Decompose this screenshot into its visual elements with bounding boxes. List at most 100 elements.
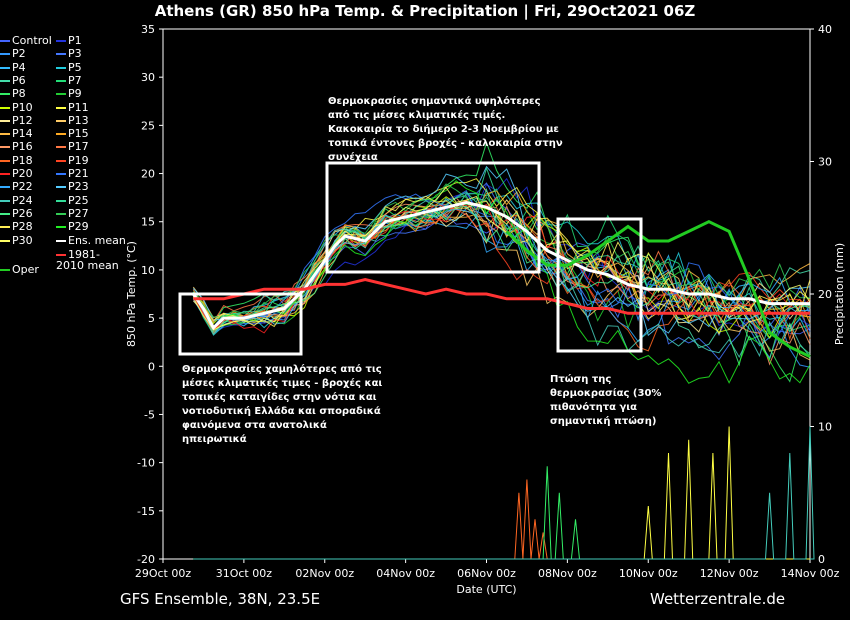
legend-swatch <box>56 173 66 175</box>
legend-item: P20 <box>0 167 33 180</box>
y-axis-label: 850 hPa Temp. (°C) <box>125 241 138 347</box>
highlight-box-2 <box>556 217 643 353</box>
annotation-line: Θερμοκρασίες σημαντικά υψηλότερες <box>328 96 541 107</box>
legend-swatch <box>56 239 66 242</box>
x-axis-label: Date (UTC) <box>456 583 516 596</box>
legend-label: P23 <box>68 180 89 194</box>
y-tick-label: 30 <box>141 71 155 84</box>
legend-swatch <box>56 119 66 122</box>
y2-axis-label: Precipitation (mm) <box>833 243 846 345</box>
legend-label: P17 <box>68 140 89 154</box>
annotation-top: Θερμοκρασίες σημαντικά υψηλότερες από τις… <box>328 95 563 165</box>
legend-label: P27 <box>68 206 89 220</box>
legend-label: P4 <box>12 60 26 74</box>
source-label: Wetterzentrale.de <box>650 590 786 608</box>
legend-item: P5 <box>56 61 82 74</box>
legend-swatch <box>0 199 10 202</box>
annotation-line: Πτώση της <box>550 374 612 385</box>
legend-swatch <box>56 186 66 189</box>
annotation-line: τοπικές καταιγίδες στην νότια και <box>182 392 377 403</box>
legend-label: P25 <box>68 193 89 207</box>
legend-label: P5 <box>68 60 82 74</box>
legend-item: Oper <box>0 263 39 276</box>
legend-label: P14 <box>12 127 33 141</box>
annotation-bottom-left: Θερμοκρασίες χαμηλότερες από τις μέσες κλ… <box>182 363 382 447</box>
legend-item: P3 <box>56 47 82 60</box>
legend-label: P3 <box>68 47 82 61</box>
legend-item: P21 <box>56 167 89 180</box>
legend-swatch <box>56 226 66 229</box>
legend-item: P16 <box>0 140 33 153</box>
x-tick-label: 10Nov 00z <box>619 567 678 580</box>
x-tick-label: 02Nov 00z <box>295 567 354 580</box>
legend-item: P23 <box>56 180 89 193</box>
member-line-p30 <box>192 186 811 331</box>
legend-label: P22 <box>12 180 33 194</box>
y-tick-label: 20 <box>141 168 155 181</box>
x-tick-label: 08Nov 00z <box>538 567 597 580</box>
legend-swatch <box>56 106 66 109</box>
y-tick-label: 15 <box>141 216 155 229</box>
legend-item: P30 <box>0 234 33 247</box>
legend-item: Control <box>0 34 52 47</box>
legend-label: Control <box>12 34 52 47</box>
legend-swatch <box>0 93 10 96</box>
legend-label: P16 <box>12 140 33 154</box>
legend-item: P22 <box>0 180 33 193</box>
legend-item: P6 <box>0 74 26 87</box>
legend-label: P13 <box>68 113 89 127</box>
legend-item: P9 <box>56 87 82 100</box>
legend-label: P15 <box>68 127 89 141</box>
y2-tick-label: 40 <box>818 23 832 36</box>
annotation-line: Θερμοκρασίες χαμηλότερες από τις <box>182 364 382 375</box>
legend-swatch <box>0 173 10 175</box>
x-tick-label: 29Oct 00z <box>135 567 192 580</box>
legend-label: P12 <box>12 113 33 127</box>
legend-item: P19 <box>56 154 89 167</box>
annotation-line: μέσες κλιματικές τιμες - βροχές και <box>182 378 383 389</box>
member-line-p29 <box>192 180 811 384</box>
annotation-line: νοτιοδυτική Ελλάδα και σποραδικά <box>182 406 381 417</box>
legend-item: P26 <box>0 207 33 220</box>
precip-line-1 <box>193 466 810 560</box>
legend-swatch <box>56 53 66 56</box>
legend-label: P9 <box>68 87 82 101</box>
legend-swatch <box>0 119 10 122</box>
annotation-line: πιθανότητα για <box>550 402 638 413</box>
legend-swatch <box>0 146 10 149</box>
legend-swatch <box>56 159 66 162</box>
legend-swatch <box>0 212 10 215</box>
member-line-p21 <box>192 189 811 334</box>
precip-line-3 <box>193 426 815 560</box>
legend-label: P1 <box>68 34 82 47</box>
legend-swatch <box>0 40 10 42</box>
annotation-line: τοπικά έντονες βροχές - καλοκαιρία στην <box>328 138 563 149</box>
legend-label: P24 <box>12 193 33 207</box>
legend-label: P7 <box>68 73 82 87</box>
y-tick-label: -5 <box>144 408 155 421</box>
annotation-line: θερμοκρασίας (30% <box>550 388 662 399</box>
legend-label: P28 <box>12 220 33 234</box>
legend-item: P27 <box>56 207 89 220</box>
y-tick-label: 25 <box>141 119 155 132</box>
series-ens-mean <box>192 200 810 331</box>
legend-swatch <box>56 212 66 215</box>
precip-line-2 <box>193 426 810 560</box>
precip-line-0 <box>193 479 810 560</box>
legend-item: P25 <box>56 194 89 207</box>
annotation-line: από τις μέσες κλιματικές τιμές. <box>328 110 506 121</box>
legend-item: P17 <box>56 140 89 153</box>
legend-swatch <box>56 146 66 149</box>
legend-item: P4 <box>0 61 26 74</box>
legend-label: P11 <box>68 100 89 114</box>
annotation-line: συνέχεια <box>328 152 378 163</box>
y2-tick-label: 20 <box>818 288 832 301</box>
legend-label: P8 <box>12 87 26 101</box>
legend-item: P15 <box>56 127 89 140</box>
legend-label: P29 <box>68 220 89 234</box>
legend-label: Ens. mean <box>68 233 126 247</box>
legend-item: P11 <box>56 101 89 114</box>
legend-swatch <box>0 66 10 69</box>
x-tick-label: 14Nov 00z <box>781 567 840 580</box>
